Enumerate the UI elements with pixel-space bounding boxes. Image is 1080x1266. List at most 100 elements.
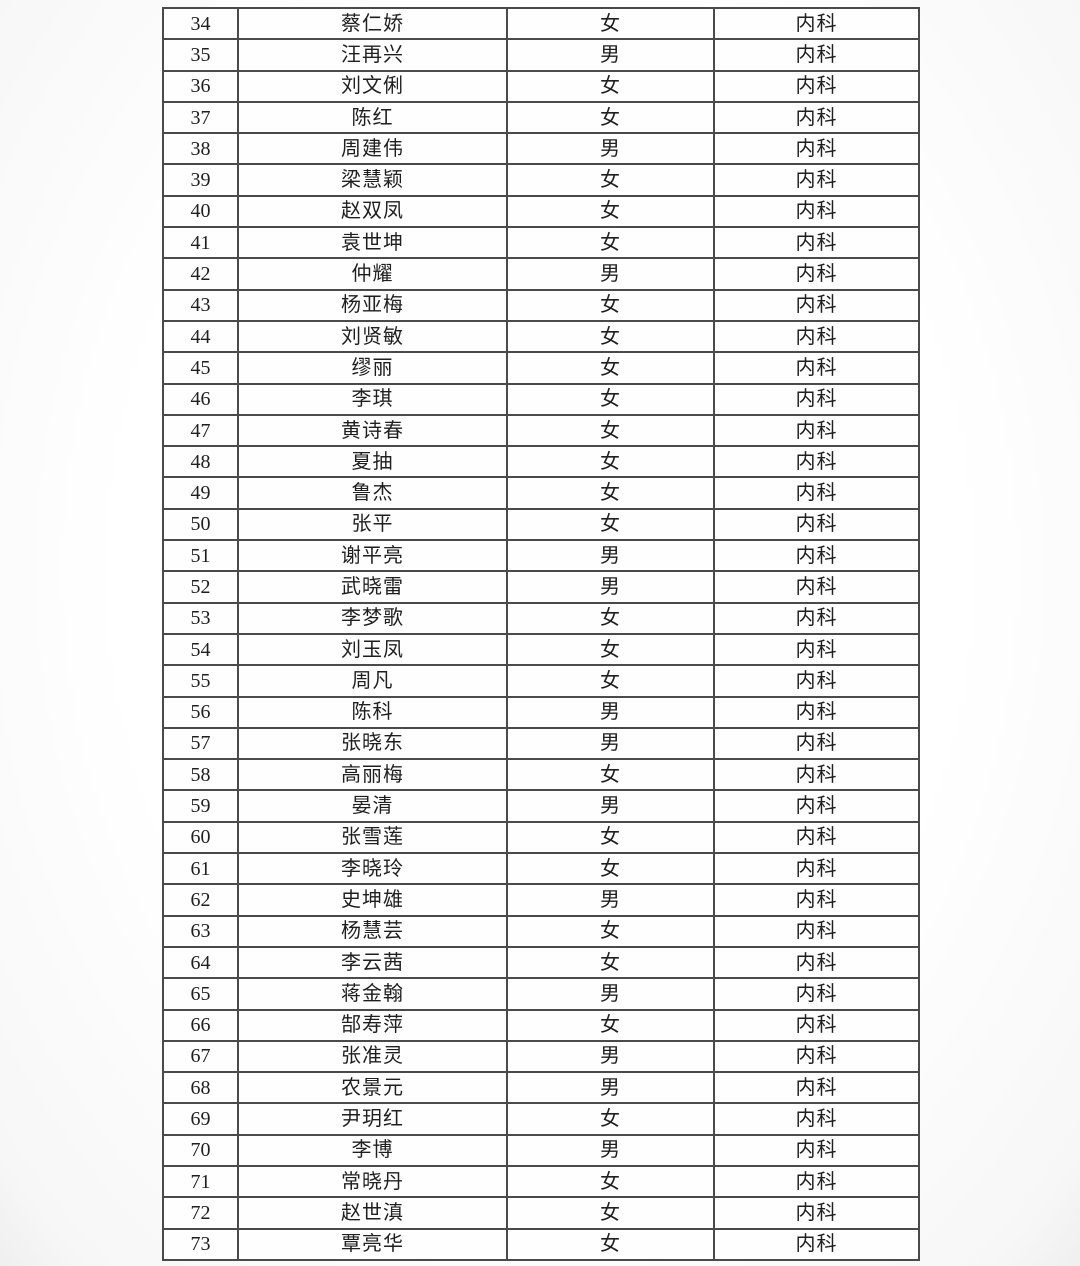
cell-number: 43 (162, 288, 239, 322)
cell-department: 内科 (713, 69, 920, 103)
cell-department: 内科 (713, 382, 920, 416)
cell-number: 59 (162, 789, 239, 823)
cell-name: 鲁杰 (237, 476, 508, 510)
cell-department: 内科 (713, 539, 920, 573)
cell-name: 黄诗春 (237, 413, 508, 448)
cell-name: 史坤雄 (237, 883, 508, 917)
cell-gender: 女 (506, 914, 715, 948)
cell-gender: 女 (506, 382, 715, 416)
cell-gender: 女 (506, 1227, 715, 1261)
cell-department: 内科 (713, 163, 920, 197)
table-row: 35 汪再兴 男 内科 (162, 38, 920, 72)
cell-department: 内科 (713, 1102, 920, 1136)
cell-number: 48 (162, 445, 239, 479)
cell-name: 陈科 (237, 695, 508, 729)
table-row: 36 刘文俐 女 内科 (162, 69, 920, 103)
cell-gender: 女 (506, 194, 715, 229)
cell-name: 仲耀 (237, 257, 508, 291)
cell-gender: 女 (506, 226, 715, 260)
cell-gender: 女 (506, 445, 715, 479)
cell-department: 内科 (713, 1039, 920, 1074)
cell-number: 60 (162, 820, 239, 855)
cell-department: 内科 (713, 664, 920, 698)
cell-gender: 女 (506, 476, 715, 510)
cell-gender: 女 (506, 100, 715, 135)
cell-department: 内科 (713, 1133, 920, 1167)
cell-gender: 女 (506, 1196, 715, 1230)
table-row: 64 李云茜 女 内科 (162, 945, 920, 980)
cell-name: 汪再兴 (237, 38, 508, 72)
cell-gender: 男 (506, 1039, 715, 1074)
cell-number: 56 (162, 695, 239, 729)
cell-department: 内科 (713, 413, 920, 448)
cell-name: 常晓丹 (237, 1164, 508, 1199)
table-row: 70 李博 男 内科 (162, 1133, 920, 1167)
cell-number: 52 (162, 570, 239, 604)
cell-name: 蔡仁娇 (237, 6, 508, 41)
cell-department: 内科 (713, 476, 920, 510)
cell-department: 内科 (713, 726, 920, 761)
cell-name: 夏抽 (237, 445, 508, 479)
cell-number: 57 (162, 726, 239, 761)
cell-number: 55 (162, 664, 239, 698)
cell-gender: 女 (506, 69, 715, 103)
cell-number: 44 (162, 319, 239, 354)
cell-number: 37 (162, 100, 239, 135)
cell-department: 内科 (713, 1227, 920, 1261)
table-row: 72 赵世滇 女 内科 (162, 1196, 920, 1230)
cell-gender: 男 (506, 695, 715, 729)
cell-number: 67 (162, 1039, 239, 1074)
cell-number: 63 (162, 914, 239, 948)
cell-department: 内科 (713, 570, 920, 604)
cell-department: 内科 (713, 38, 920, 72)
cell-department: 内科 (713, 945, 920, 980)
cell-gender: 男 (506, 539, 715, 573)
cell-number: 70 (162, 1133, 239, 1167)
table-row: 54 刘玉凤 女 内科 (162, 632, 920, 667)
table-row: 53 李梦歌 女 内科 (162, 601, 920, 635)
table-row: 50 张平 女 内科 (162, 507, 920, 542)
cell-department: 内科 (713, 1071, 920, 1105)
cell-name: 张雪莲 (237, 820, 508, 855)
table-row: 68 农景元 男 内科 (162, 1071, 920, 1105)
cell-department: 内科 (713, 6, 920, 41)
cell-name: 刘文俐 (237, 69, 508, 103)
cell-gender: 男 (506, 789, 715, 823)
cell-gender: 女 (506, 351, 715, 385)
table-row: 63 杨慧芸 女 内科 (162, 914, 920, 948)
table-row: 73 覃亮华 女 内科 (162, 1227, 920, 1261)
table-row: 59 晏清 男 内科 (162, 789, 920, 823)
cell-department: 内科 (713, 132, 920, 166)
cell-number: 50 (162, 507, 239, 542)
cell-name: 晏清 (237, 789, 508, 823)
table-row: 45 缪丽 女 内科 (162, 351, 920, 385)
cell-gender: 女 (506, 601, 715, 635)
cell-gender: 女 (506, 163, 715, 197)
cell-department: 内科 (713, 507, 920, 542)
cell-department: 内科 (713, 695, 920, 729)
table-row: 51 谢平亮 男 内科 (162, 539, 920, 573)
cell-number: 71 (162, 1164, 239, 1199)
cell-name: 缪丽 (237, 351, 508, 385)
cell-gender: 男 (506, 726, 715, 761)
cell-number: 49 (162, 476, 239, 510)
cell-gender: 女 (506, 413, 715, 448)
cell-number: 41 (162, 226, 239, 260)
cell-number: 61 (162, 852, 239, 886)
cell-department: 内科 (713, 914, 920, 948)
cell-number: 38 (162, 132, 239, 166)
cell-gender: 女 (506, 507, 715, 542)
cell-gender: 男 (506, 257, 715, 291)
cell-department: 内科 (713, 288, 920, 322)
table-row: 42 仲耀 男 内科 (162, 257, 920, 291)
cell-department: 内科 (713, 820, 920, 855)
cell-gender: 女 (506, 1102, 715, 1136)
table-row: 61 李晓玲 女 内科 (162, 852, 920, 886)
cell-number: 58 (162, 758, 239, 792)
cell-gender: 男 (506, 883, 715, 917)
cell-name: 赵双凤 (237, 194, 508, 229)
cell-department: 内科 (713, 100, 920, 135)
table-row: 56 陈科 男 内科 (162, 695, 920, 729)
table-row: 55 周凡 女 内科 (162, 664, 920, 698)
